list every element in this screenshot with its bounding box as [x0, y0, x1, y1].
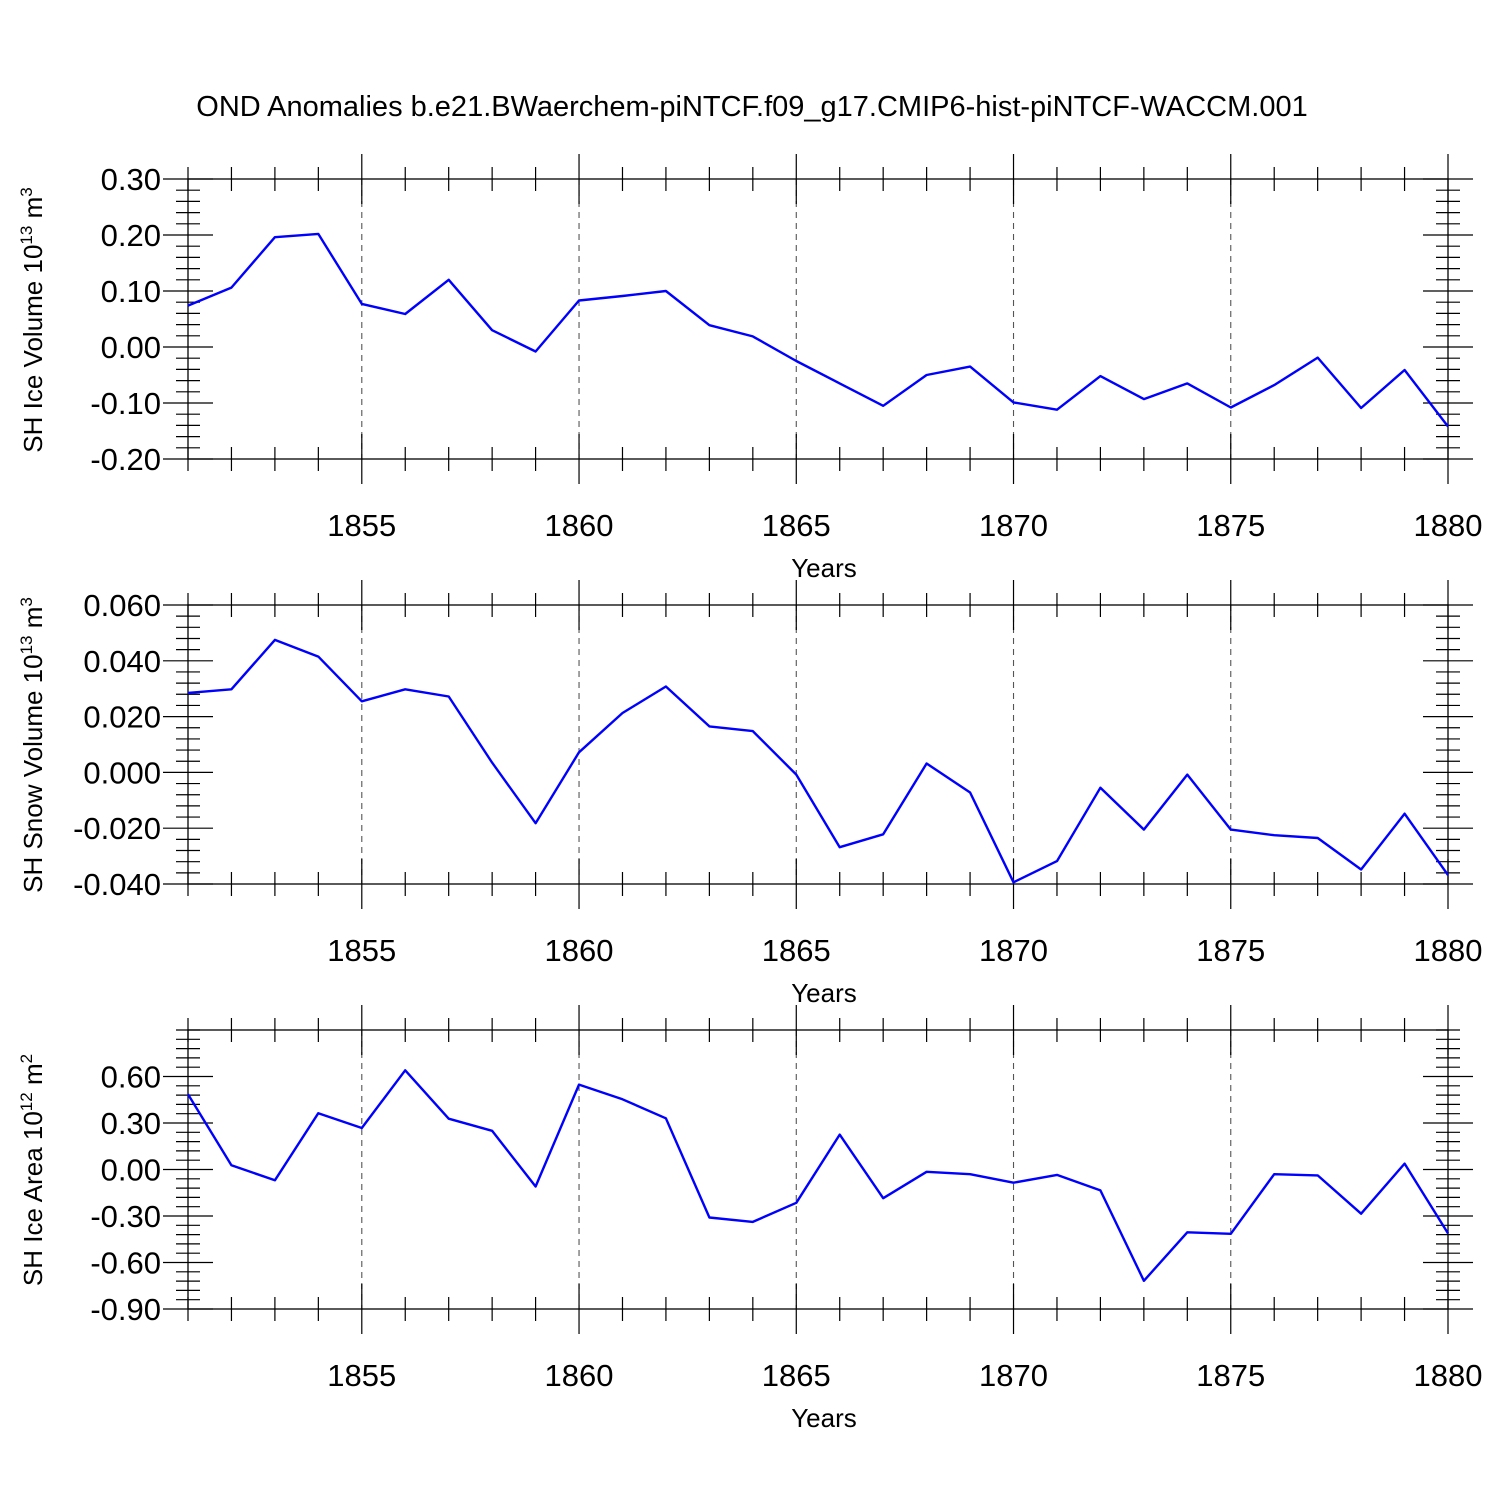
y-axis-label-exponent: 2 — [17, 1054, 36, 1063]
y-tick-label: -0.20 — [90, 442, 161, 477]
y-tick-label: 0.000 — [83, 755, 161, 790]
plot-frame — [187, 178, 1449, 460]
x-tick-label: 1865 — [762, 508, 831, 543]
x-tick-label: 1855 — [327, 508, 396, 543]
y-axis-label-exponent: 3 — [17, 187, 36, 196]
x-tick-label: 1860 — [545, 1358, 614, 1393]
plot-frame — [187, 604, 1449, 885]
chart-panel-2: -0.040 -0.020 0.000 0.020 0.040 0.060 1855 1860… — [17, 580, 1482, 1008]
y-tick-label: -0.30 — [90, 1199, 161, 1234]
x-tick-label: 1870 — [979, 508, 1048, 543]
y-axis-label: SH Ice Volume 1013 m3 — [17, 187, 48, 452]
x-tick-label: 1870 — [979, 1358, 1048, 1393]
y-axis-label-text: m — [18, 607, 48, 636]
x-tick-label: 1855 — [327, 1358, 396, 1393]
y-tick-label: 0.60 — [101, 1060, 161, 1095]
y-axis-label-exponent: 13 — [17, 635, 36, 654]
y-axis-label-text: m — [18, 197, 48, 226]
x-tick-label: 1865 — [762, 933, 831, 968]
y-axis-label-exponent: 13 — [17, 226, 36, 245]
x-tick-label: 1860 — [545, 933, 614, 968]
y-tick-label: 0.040 — [83, 644, 161, 679]
y-tick-label: -0.020 — [73, 811, 161, 846]
x-tick-label: 1865 — [762, 1358, 831, 1393]
y-tick-label: -0.040 — [73, 867, 161, 902]
chart-title: OND Anomalies b.e21.BWaerchem-piNTCF.f09… — [196, 91, 1307, 123]
y-tick-label: 0.20 — [101, 218, 161, 253]
x-tick-label: 1880 — [1414, 508, 1483, 543]
series-line — [186, 1069, 1450, 1283]
y-axis-label: SH Ice Area 1012 m2 — [17, 1054, 48, 1286]
y-tick-label: 0.00 — [101, 1153, 161, 1188]
x-tick-label: 1875 — [1196, 933, 1265, 968]
y-tick-label: 0.060 — [83, 588, 161, 623]
x-tick-label: 1870 — [979, 933, 1048, 968]
y-tick-label: 0.30 — [101, 162, 161, 197]
y-axis-label-text: SH Ice Area 10 — [18, 1111, 48, 1286]
x-tick-label: 1875 — [1196, 508, 1265, 543]
chart-panel-1: -0.20 -0.10 0.00 0.10 0.20 0.30 1855 1860 1865 18… — [17, 154, 1482, 583]
series-line — [187, 232, 1449, 428]
x-axis-label: Years — [791, 553, 857, 583]
x-axis-label: Years — [791, 978, 857, 1008]
y-tick-label: -0.90 — [90, 1292, 161, 1327]
x-tick-label: 1880 — [1414, 933, 1483, 968]
y-axis-label-text: SH Snow Volume 10 — [18, 654, 48, 892]
series-line — [187, 638, 1449, 884]
plot-frame — [187, 1029, 1449, 1310]
y-axis-label-text: m — [18, 1063, 48, 1092]
y-tick-label: -0.60 — [90, 1246, 161, 1281]
y-tick-label: -0.10 — [90, 386, 161, 421]
x-tick-label: 1855 — [327, 933, 396, 968]
y-axis-label: SH Snow Volume 1013 m3 — [17, 597, 48, 893]
chart-panel-3: -0.90 -0.60 -0.30 0.00 0.30 0.60 1855 1860 1865 1… — [17, 1005, 1482, 1433]
y-tick-label: 0.00 — [101, 330, 161, 365]
x-tick-label: 1875 — [1196, 1358, 1265, 1393]
x-tick-label: 1880 — [1414, 1358, 1483, 1393]
y-axis-label-exponent: 12 — [17, 1092, 36, 1111]
y-tick-label: 0.020 — [83, 700, 161, 735]
y-tick-label: 0.30 — [101, 1106, 161, 1141]
y-axis-label-text: SH Ice Volume 10 — [18, 245, 48, 453]
x-tick-label: 1860 — [545, 508, 614, 543]
y-axis-label-exponent: 3 — [17, 597, 36, 606]
x-axis-label: Years — [791, 1403, 857, 1433]
y-tick-label: 0.10 — [101, 274, 161, 309]
